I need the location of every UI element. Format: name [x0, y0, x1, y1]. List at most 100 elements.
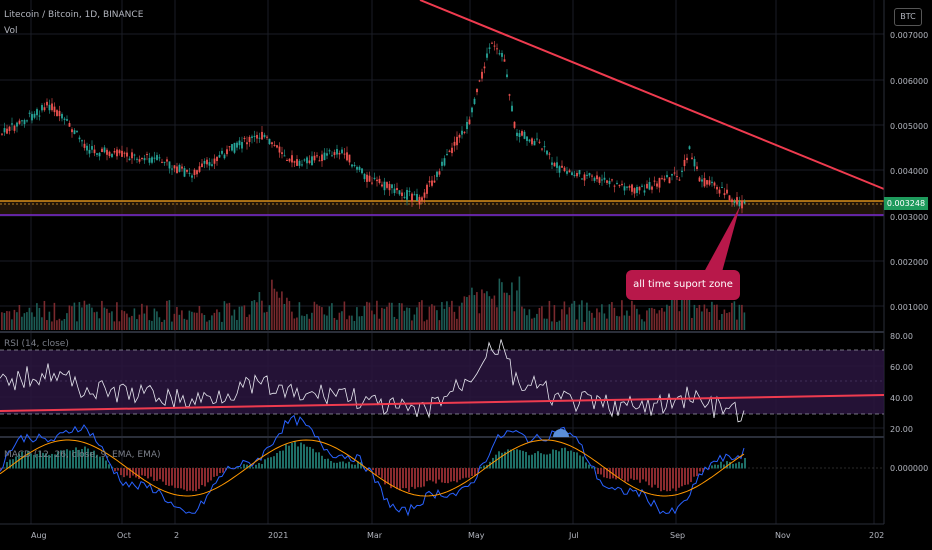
volume-bar [138, 314, 141, 330]
volume-bar [383, 308, 386, 330]
volume-bar [56, 320, 58, 330]
volume-bar [243, 305, 246, 330]
volume-bar [671, 292, 673, 330]
candle-body [403, 196, 406, 198]
volume-bar [351, 315, 353, 330]
candle-body [348, 154, 351, 163]
volume-bar [458, 306, 461, 330]
time-label: 202 [869, 531, 884, 540]
candle-body [321, 154, 323, 162]
volume-bar [333, 317, 336, 330]
candle-body [706, 180, 708, 185]
macd-histogram-bar [579, 455, 581, 469]
volume-bar [61, 320, 63, 330]
candle-body [273, 144, 276, 146]
volume-bar [426, 319, 428, 330]
volume-bar [531, 318, 533, 330]
macd-histogram-bar [348, 461, 350, 469]
symbol-title[interactable]: Litecoin / Bitcoin, 1D, BINANCE [4, 10, 144, 20]
candle-body [38, 115, 41, 117]
macd-histogram-bar [282, 450, 284, 469]
candle-body [21, 120, 23, 122]
candle-body [653, 180, 656, 182]
volume-bar [648, 308, 651, 330]
macd-histogram-bar [306, 446, 308, 469]
volume-bar [673, 295, 676, 330]
macd-histogram-bar [438, 468, 440, 480]
macd-histogram-bar [600, 468, 602, 475]
candle-body [583, 174, 586, 181]
macd-histogram-bar [393, 468, 395, 487]
macd-histogram-bar [60, 450, 62, 469]
volume-bar [406, 307, 408, 330]
volume-bar [556, 321, 558, 330]
macd-histogram-bar [102, 457, 104, 469]
volume-bar [101, 300, 103, 330]
volume-bar [583, 321, 586, 330]
macd-histogram-bar [639, 468, 641, 483]
macd-histogram-bar [375, 468, 377, 476]
volume-label[interactable]: Vol [4, 26, 18, 36]
candle-body [476, 88, 478, 93]
candle-body [533, 141, 536, 146]
macd-histogram-bar [729, 461, 731, 469]
macd-label[interactable]: MACD (12, 26, close, 9, EMA, EMA) [4, 450, 161, 460]
volume-bar [248, 314, 251, 330]
macd-histogram-bar [453, 468, 455, 482]
volume-bar [68, 305, 71, 330]
volume-bar [468, 295, 471, 330]
volume-bar [18, 304, 21, 330]
volume-bar [558, 320, 561, 330]
descending-trendline[interactable] [419, 0, 885, 190]
volume-bar [441, 302, 443, 330]
candle-body [441, 161, 443, 166]
candle-body [468, 119, 471, 125]
volume-bar [431, 304, 433, 330]
rsi-tick: 40.00 [890, 394, 913, 403]
time-label: 2021 [268, 531, 288, 540]
volume-bar [16, 312, 18, 330]
volume-bar [721, 313, 723, 330]
macd-histogram-bar [507, 449, 509, 469]
rsi-trendline[interactable] [0, 394, 885, 412]
volume-bar [218, 312, 221, 330]
currency-badge[interactable]: BTC [894, 8, 922, 26]
volume-bar [308, 318, 311, 330]
macd-histogram-bar [540, 453, 542, 469]
candle-body [183, 168, 186, 177]
macd-histogram-bar [150, 468, 152, 477]
volume-bar [151, 320, 153, 330]
candle-body [108, 151, 111, 157]
candle-body [306, 157, 308, 164]
candle-body [128, 158, 131, 161]
macd-histogram-bar [201, 468, 203, 486]
volume-bar [63, 318, 66, 330]
candle-body [166, 159, 168, 162]
volume-bar [608, 304, 611, 330]
candle-body [318, 160, 321, 162]
candle-body [563, 167, 566, 172]
candle-body [516, 132, 518, 137]
volume-bar [391, 302, 393, 330]
support-zone-callout[interactable]: all time suport zone [626, 270, 740, 300]
volume-bar [511, 282, 513, 330]
macd-histogram-bar [615, 468, 617, 480]
volume-bar [661, 308, 663, 330]
candle-body [446, 153, 448, 155]
macd-histogram-bar [294, 441, 296, 469]
macd-histogram-bar [528, 455, 530, 469]
volume-bar [453, 311, 456, 330]
macd-histogram-bar [345, 463, 347, 469]
volume-bar [303, 316, 306, 330]
macd-histogram-bar [558, 451, 560, 469]
volume-bar [548, 300, 551, 330]
macd-histogram-bar [708, 468, 710, 470]
candle-body [263, 134, 266, 138]
macd-histogram-bar [84, 446, 86, 469]
macd-histogram-bar [252, 467, 254, 469]
candle-body [511, 105, 513, 112]
candle-body [156, 155, 158, 160]
rsi-label[interactable]: RSI (14, close) [4, 339, 69, 349]
candle-body [603, 177, 606, 180]
